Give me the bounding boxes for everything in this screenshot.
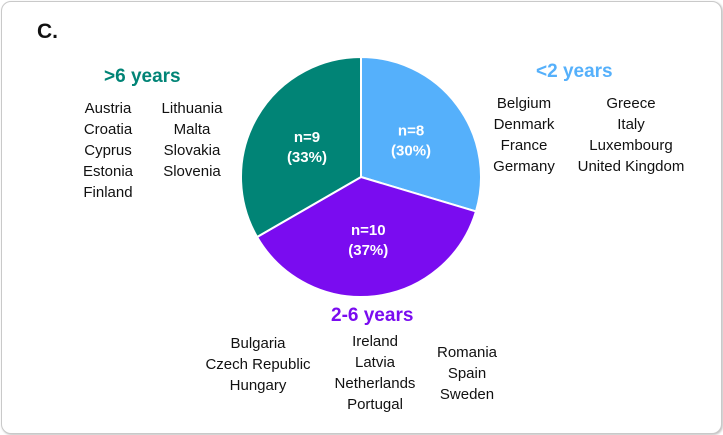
country-name: Hungary xyxy=(229,377,287,394)
country-name: Malta xyxy=(173,121,211,138)
pie-slice-gt6 xyxy=(240,55,362,239)
country-name: Germany xyxy=(493,158,555,175)
slice-percent-label: (37%) xyxy=(348,242,388,259)
country-name: Lithuania xyxy=(161,100,223,117)
country-name: Greece xyxy=(606,95,656,112)
group-title-gt6: >6 years xyxy=(104,66,181,87)
country-name: Luxembourg xyxy=(589,137,673,154)
country-list-lt2-col1: Belgium Denmark France Germany xyxy=(488,93,560,177)
country-list-gt6-col2: Lithuania Malta Slovakia Slovenia xyxy=(157,98,227,182)
country-name: Slovakia xyxy=(163,142,221,159)
country-name: Austria xyxy=(84,100,132,117)
group-title-lt2: <2 years xyxy=(536,61,613,82)
slice-count-label: n=8 xyxy=(398,123,424,140)
country-name: Croatia xyxy=(83,121,133,138)
country-name: Cyprus xyxy=(84,142,132,159)
country-name: Belgium xyxy=(496,95,552,112)
country-name: United Kingdom xyxy=(577,158,685,175)
country-name: Portugal xyxy=(347,396,403,413)
country-name: Sweden xyxy=(439,386,495,403)
slice-count-label: n=10 xyxy=(351,222,386,239)
country-name: Romania xyxy=(436,344,498,361)
pie-slice-lt2 xyxy=(360,55,482,213)
slice-percent-label: (33%) xyxy=(287,149,327,166)
country-name: Estonia xyxy=(82,163,134,180)
country-list-lt2-col2: Greece Italy Luxembourg United Kingdom xyxy=(572,93,690,177)
panel-label: C. xyxy=(37,20,58,43)
pie-slice-2-6 xyxy=(255,175,478,298)
country-name: Finland xyxy=(83,184,133,201)
country-list-gt6-col1: Austria Croatia Cyprus Estonia Finland xyxy=(78,98,138,203)
country-name: Czech Republic xyxy=(205,356,311,373)
country-list-2-6-col3: Romania Spain Sweden xyxy=(432,342,502,405)
slice-count-label: n=9 xyxy=(294,129,320,146)
country-name: Ireland xyxy=(352,333,398,350)
country-name: Latvia xyxy=(354,354,396,371)
slice-percent-label: (30%) xyxy=(391,143,431,160)
country-name: Denmark xyxy=(493,116,555,133)
country-name: France xyxy=(500,137,548,154)
country-list-2-6-col1: Bulgaria Czech Republic Hungary xyxy=(203,333,313,396)
country-name: Bulgaria xyxy=(230,335,286,352)
country-name: Spain xyxy=(447,365,487,382)
country-name: Slovenia xyxy=(163,163,221,180)
country-name: Netherlands xyxy=(334,375,416,392)
country-name: Italy xyxy=(617,116,645,133)
country-list-2-6-col2: Ireland Latvia Netherlands Portugal xyxy=(328,331,422,415)
group-title-2-6: 2-6 years xyxy=(331,305,414,326)
